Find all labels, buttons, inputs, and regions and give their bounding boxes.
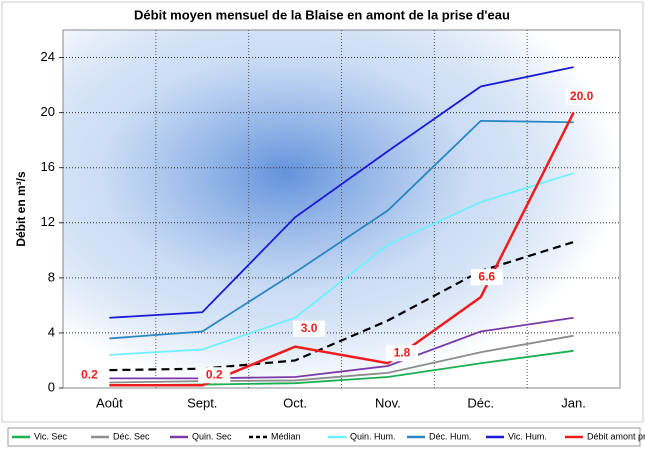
legend-label: Déc. Hum. [429, 431, 472, 441]
y-tick-label: 20 [41, 104, 55, 119]
y-tick-label: 4 [48, 324, 55, 339]
y-tick-label: 16 [41, 159, 55, 174]
value-label: 1.8 [394, 345, 411, 359]
value-label: 3.0 [301, 321, 318, 335]
value-label-bg [198, 367, 231, 384]
series-line [109, 334, 574, 384]
value-label-bg [293, 320, 326, 337]
value-label-bg [73, 367, 106, 384]
series-line [109, 112, 575, 387]
chart-title: Débit moyen mensuel de la Blaise en amon… [134, 7, 510, 22]
series-line [109, 66, 574, 319]
value-label-bg [470, 269, 503, 286]
x-tick-label: Déc. [467, 395, 494, 410]
plot-area [62, 29, 621, 389]
legend-label: Débit amont prise [587, 431, 645, 441]
series-line [109, 119, 574, 340]
y-tick-label: 24 [41, 49, 55, 64]
legend-label: Vic. Sec [34, 431, 67, 441]
value-label: 6.6 [478, 269, 495, 283]
y-tick-label: 0 [48, 379, 55, 394]
y-axis-label: Débit en m³/s [14, 171, 28, 247]
value-label: 0.2 [81, 367, 98, 381]
x-tick-label: Oct. [283, 395, 307, 410]
value-label: 20.0 [570, 89, 594, 103]
x-tick-label: Août [96, 395, 123, 410]
legend-label: Médian [271, 431, 301, 441]
value-label-bg [385, 345, 418, 362]
value-label: 0.2 [206, 367, 223, 381]
x-tick-label: Jan. [561, 395, 586, 410]
value-label-bg [565, 88, 598, 105]
y-tick-label: 8 [48, 269, 55, 284]
x-tick-label: Sept. [187, 395, 217, 410]
series-line [109, 172, 574, 356]
legend-label: Vic. Hum. [508, 431, 547, 441]
y-tick-label: 12 [41, 214, 55, 229]
x-tick-label: Nov. [375, 395, 401, 410]
series-line [109, 316, 574, 380]
legend-box [7, 427, 641, 447]
legend-label: Quin. Hum. [350, 431, 396, 441]
legend-label: Déc. Sec [113, 431, 150, 441]
legend-label: Quin. Sec [192, 431, 232, 441]
